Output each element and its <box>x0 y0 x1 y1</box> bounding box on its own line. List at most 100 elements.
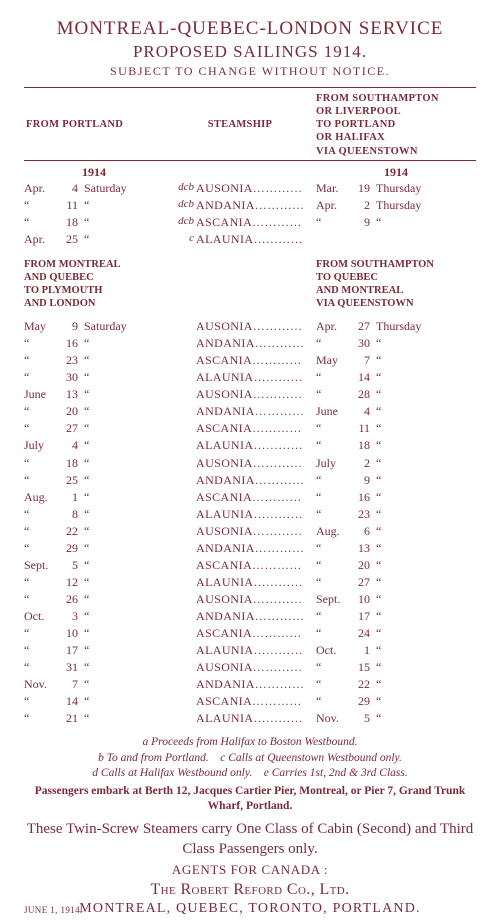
date-weekday: “ <box>84 693 164 710</box>
schedule-date-row: Apr.27Thursday <box>316 318 476 335</box>
schedule-date-row: “12“ <box>24 574 164 591</box>
title-line-1: MONTREAL-QUEBEC-LONDON SERVICE <box>24 18 476 40</box>
date-month: “ <box>24 659 58 676</box>
date-weekday: “ <box>84 608 164 625</box>
footnote-a: a Proceeds from Halifax to Boston Westbo… <box>24 735 476 751</box>
schedule-ship-row: ALAUNIA………… <box>170 710 310 727</box>
schedule-section-1: Apr.4Saturday“11““18“Apr.25“ dcbAUSONIA…… <box>24 180 476 248</box>
ship-name: ASCANIA………… <box>196 557 310 574</box>
footnote-cities: MONTREAL, QUEBEC, TORONTO, PORTLAND. <box>24 900 476 919</box>
date-day: 27 <box>352 318 374 335</box>
date-weekday: Thursday <box>376 197 476 214</box>
date-weekday: “ <box>376 489 476 506</box>
date-weekday: “ <box>376 214 476 231</box>
schedule-date-row: “29“ <box>316 693 476 710</box>
ship-prefix <box>170 642 196 659</box>
date-month: June <box>24 386 58 403</box>
date-day: 26 <box>60 591 82 608</box>
date-weekday: “ <box>84 557 164 574</box>
date-day: 30 <box>352 335 374 352</box>
ship-name: ASCANIA………… <box>196 214 310 231</box>
ship-name: ANDANIA………… <box>196 540 310 557</box>
schedule-date-row: “23“ <box>24 352 164 369</box>
header-steamship: STEAMSHIP <box>170 92 310 158</box>
ship-name: ANDANIA………… <box>196 403 310 420</box>
date-day: 14 <box>352 369 374 386</box>
date-weekday: “ <box>84 574 164 591</box>
ship-prefix <box>170 676 196 693</box>
schedule-date-row: “22“ <box>24 523 164 540</box>
schedule-date-row: “14“ <box>316 369 476 386</box>
date-weekday: “ <box>84 472 164 489</box>
date-month: “ <box>316 625 350 642</box>
date-month: “ <box>24 574 58 591</box>
date-month: Aug. <box>316 523 350 540</box>
date-weekday: “ <box>84 420 164 437</box>
schedule-date-row: “30“ <box>316 335 476 352</box>
date-month: “ <box>316 506 350 523</box>
date-weekday: “ <box>376 676 476 693</box>
schedule-date-row: Aug.1“ <box>24 489 164 506</box>
schedule-date-row: Oct.3“ <box>24 608 164 625</box>
date-weekday: “ <box>84 710 164 727</box>
date-month: “ <box>316 386 350 403</box>
ship-prefix <box>170 386 196 403</box>
ship-prefix <box>170 540 196 557</box>
date-weekday: “ <box>84 403 164 420</box>
ship-name: AUSONIA………… <box>196 180 310 197</box>
date-day: 22 <box>352 676 374 693</box>
date-weekday: “ <box>376 710 476 727</box>
ship-name: ANDANIA………… <box>196 197 310 214</box>
date-day: 18 <box>60 214 82 231</box>
schedule-ship-row: ANDANIA………… <box>170 608 310 625</box>
date-weekday: “ <box>84 231 164 248</box>
date-day: 29 <box>352 693 374 710</box>
date-month: “ <box>24 472 58 489</box>
date-day: 13 <box>352 540 374 557</box>
schedule-ship-row: dcbAUSONIA………… <box>170 180 310 197</box>
date-weekday: “ <box>376 591 476 608</box>
schedule-date-row: “18“ <box>24 455 164 472</box>
schedule-date-row: Sept.10“ <box>316 591 476 608</box>
schedule-date-row: June13“ <box>24 386 164 403</box>
section1-mid: dcbAUSONIA…………dcbANDANIA…………dcbASCANIA……… <box>170 180 310 248</box>
ship-prefix <box>170 335 196 352</box>
date-weekday: “ <box>84 506 164 523</box>
schedule-ship-row: AUSONIA………… <box>170 591 310 608</box>
section2-mid: AUSONIA…………ANDANIA…………ASCANIA…………ALAUNIA… <box>170 318 310 727</box>
date-month: “ <box>24 540 58 557</box>
schedule-date-row: July4“ <box>24 437 164 454</box>
footnote-embark: Passengers embark at Berth 12, Jacques C… <box>24 784 476 815</box>
schedule-ship-row: ALAUNIA………… <box>170 369 310 386</box>
schedule-date-row: May7“ <box>316 352 476 369</box>
ship-name: ASCANIA………… <box>196 693 310 710</box>
ship-prefix <box>170 455 196 472</box>
date-month: “ <box>24 335 58 352</box>
ship-prefix <box>170 659 196 676</box>
date-day: 14 <box>60 693 82 710</box>
schedule-ship-row: ALAUNIA………… <box>170 506 310 523</box>
date-day: 23 <box>352 506 374 523</box>
date-month: “ <box>316 369 350 386</box>
date-weekday: “ <box>376 420 476 437</box>
date-day: 8 <box>60 506 82 523</box>
schedule-date-row: Nov.7“ <box>24 676 164 693</box>
date-day: 17 <box>60 642 82 659</box>
ship-prefix <box>170 574 196 591</box>
column-headers-2: FROM MONTREALAND QUEBECTO PLYMOUTHAND LO… <box>24 258 476 311</box>
date-month: “ <box>24 420 58 437</box>
schedule-ship-row: cALAUNIA………… <box>170 231 310 248</box>
schedule-ship-row: ASCANIA………… <box>170 625 310 642</box>
date-weekday: “ <box>376 335 476 352</box>
rule-top <box>24 87 476 88</box>
date-day: 11 <box>352 420 374 437</box>
date-day: 28 <box>352 386 374 403</box>
ship-prefix: dcb <box>170 180 196 197</box>
date-month: “ <box>316 557 350 574</box>
date-weekday: “ <box>84 386 164 403</box>
date-weekday: “ <box>376 659 476 676</box>
schedule-date-row: “9“ <box>316 214 476 231</box>
date-month: “ <box>24 197 58 214</box>
date-day: 7 <box>60 676 82 693</box>
rule-under-headers <box>24 160 476 161</box>
